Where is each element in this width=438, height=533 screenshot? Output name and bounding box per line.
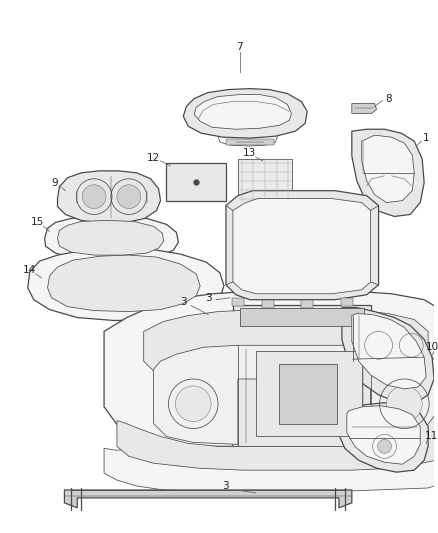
Polygon shape	[279, 364, 337, 424]
Polygon shape	[184, 88, 307, 138]
Polygon shape	[352, 313, 426, 389]
Text: 10: 10	[426, 342, 438, 352]
Polygon shape	[48, 255, 200, 312]
Text: 1: 1	[423, 133, 429, 143]
Polygon shape	[144, 310, 428, 446]
Text: 8: 8	[385, 93, 392, 103]
Polygon shape	[341, 298, 353, 305]
Text: 7: 7	[237, 42, 243, 52]
Text: 11: 11	[424, 431, 438, 441]
Polygon shape	[352, 129, 424, 216]
Polygon shape	[166, 163, 226, 200]
Text: 14: 14	[23, 265, 36, 275]
Polygon shape	[233, 199, 371, 294]
Polygon shape	[28, 248, 224, 320]
Polygon shape	[342, 308, 434, 403]
Polygon shape	[117, 414, 438, 470]
Text: 13: 13	[243, 148, 256, 158]
Text: 15: 15	[31, 217, 44, 228]
Text: 3: 3	[223, 481, 229, 491]
Polygon shape	[57, 221, 163, 255]
Polygon shape	[233, 305, 371, 329]
Circle shape	[117, 185, 141, 208]
Polygon shape	[226, 139, 273, 145]
Polygon shape	[352, 103, 377, 114]
Circle shape	[378, 439, 392, 453]
Polygon shape	[64, 490, 352, 508]
Polygon shape	[232, 298, 244, 305]
Polygon shape	[301, 300, 313, 308]
Polygon shape	[347, 406, 420, 464]
Polygon shape	[104, 292, 438, 446]
Polygon shape	[256, 351, 362, 437]
Polygon shape	[226, 191, 378, 300]
Polygon shape	[45, 216, 178, 261]
Polygon shape	[240, 308, 364, 326]
Text: 3: 3	[180, 297, 187, 306]
Polygon shape	[261, 300, 273, 308]
Polygon shape	[362, 135, 414, 203]
Polygon shape	[57, 171, 161, 223]
Circle shape	[82, 185, 106, 208]
Circle shape	[386, 386, 422, 422]
Polygon shape	[194, 94, 291, 129]
Text: 9: 9	[51, 178, 58, 188]
Polygon shape	[238, 159, 292, 203]
Polygon shape	[154, 345, 438, 445]
Circle shape	[175, 386, 211, 422]
Polygon shape	[337, 403, 428, 472]
Polygon shape	[104, 443, 438, 493]
Text: 3: 3	[205, 293, 212, 303]
Text: 12: 12	[147, 153, 160, 163]
